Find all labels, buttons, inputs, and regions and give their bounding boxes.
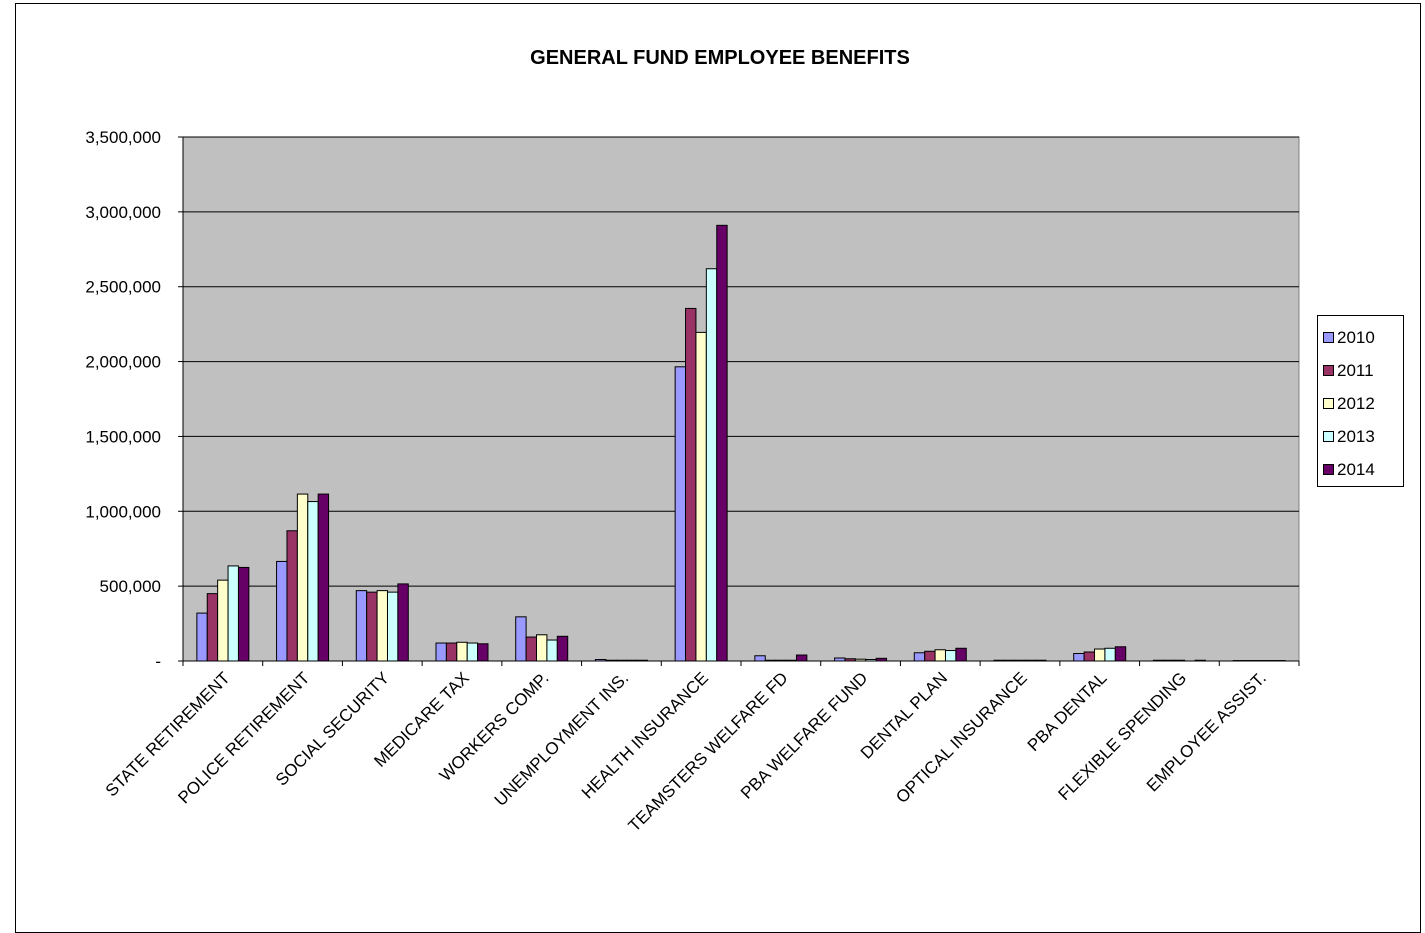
bar-2014 xyxy=(1115,647,1125,661)
bar-2010 xyxy=(755,656,765,661)
bar-2012 xyxy=(935,650,945,661)
y-tick-label: 3,000,000 xyxy=(85,203,161,222)
bar-2011 xyxy=(606,660,616,661)
bar-2012 xyxy=(616,660,626,661)
bar-2012 xyxy=(1174,660,1184,661)
y-tick-label: 2,000,000 xyxy=(85,353,161,372)
bar-2010 xyxy=(197,613,207,661)
bar-2013 xyxy=(866,660,876,661)
legend-item: 2011 xyxy=(1318,354,1403,387)
bar-2014 xyxy=(956,648,966,661)
bar-2013 xyxy=(1105,648,1115,661)
x-tick-label: TEAMSTERS WELFARE FD xyxy=(625,668,792,835)
x-tick-label: FLEXIBLE SPENDING xyxy=(1055,668,1191,804)
bar-2014 xyxy=(796,655,806,661)
bar-2014 xyxy=(717,225,727,661)
legend-swatch xyxy=(1323,398,1334,409)
bar-2011 xyxy=(925,651,935,661)
bar-2010 xyxy=(516,617,526,661)
bar-2012 xyxy=(297,494,307,661)
bar-2011 xyxy=(1084,652,1094,661)
legend: 2010 2011 2012 2013 2014 xyxy=(1317,315,1404,487)
legend-label: 2011 xyxy=(1337,361,1374,381)
bar-2012 xyxy=(696,332,706,661)
x-tick-label: UNEMPLOYMENT INS. xyxy=(491,668,632,809)
bar-2010 xyxy=(1153,660,1163,661)
bar-2010 xyxy=(277,561,287,661)
x-tick-label: POLICE RETIREMENT xyxy=(174,668,313,807)
legend-item: 2010 xyxy=(1318,321,1403,354)
legend-label: 2014 xyxy=(1337,460,1375,480)
bar-2011 xyxy=(845,659,855,661)
bar-2013 xyxy=(467,643,477,661)
bar-2013 xyxy=(945,651,955,661)
bar-2014 xyxy=(478,644,488,661)
x-tick-label: PBA DENTAL xyxy=(1024,668,1111,755)
bar-2010 xyxy=(835,658,845,661)
bar-2010 xyxy=(675,367,685,661)
y-tick-label: 2,500,000 xyxy=(85,278,161,297)
bar-2012 xyxy=(1015,660,1025,661)
bar-2010 xyxy=(436,643,446,661)
bar-2012 xyxy=(377,591,387,661)
bar-2012 xyxy=(537,635,547,661)
legend-item: 2012 xyxy=(1318,387,1403,420)
bar-2014 xyxy=(1195,660,1205,661)
plot-background xyxy=(183,137,1299,661)
legend-swatch xyxy=(1323,431,1334,442)
bar-2013 xyxy=(308,502,318,661)
y-tick-label: 1,000,000 xyxy=(85,502,161,521)
legend-swatch xyxy=(1323,365,1334,376)
legend-swatch xyxy=(1323,332,1334,343)
bar-2013 xyxy=(228,566,238,661)
bar-2013 xyxy=(547,640,557,661)
x-tick-label: OPTICAL INSURANCE xyxy=(892,668,1031,807)
bar-2011 xyxy=(287,531,297,661)
legend-label: 2012 xyxy=(1337,394,1375,414)
bar-2011 xyxy=(765,660,775,661)
y-tick-label: 500,000 xyxy=(100,577,161,596)
y-tick-label: - xyxy=(155,652,161,671)
bar-2010 xyxy=(595,660,605,661)
bar-2010 xyxy=(914,653,924,661)
bar-2014 xyxy=(557,636,567,661)
bar-2011 xyxy=(207,594,217,661)
bar-2010 xyxy=(994,660,1004,661)
bar-2014 xyxy=(1036,660,1046,661)
bar-2014 xyxy=(637,660,647,661)
bar-2011 xyxy=(367,592,377,661)
bar-2014 xyxy=(238,567,248,661)
bar-2011 xyxy=(446,643,456,661)
bar-2012 xyxy=(218,580,228,661)
bar-2010 xyxy=(1074,654,1084,661)
bar-2014 xyxy=(876,658,886,661)
bar-2012 xyxy=(457,642,467,661)
bar-2014 xyxy=(318,494,328,661)
legend-label: 2013 xyxy=(1337,427,1375,447)
bar-2012 xyxy=(855,659,865,661)
legend-item: 2013 xyxy=(1318,420,1403,453)
bar-2013 xyxy=(387,592,397,661)
legend-swatch xyxy=(1323,464,1334,475)
bar-2013 xyxy=(786,660,796,661)
bar-2011 xyxy=(686,308,696,661)
bar-2013 xyxy=(627,660,637,661)
bar-2011 xyxy=(526,637,536,661)
y-tick-label: 1,500,000 xyxy=(85,427,161,446)
legend-label: 2010 xyxy=(1337,328,1375,348)
bar-2013 xyxy=(1025,660,1035,661)
y-tick-label: 3,500,000 xyxy=(85,128,161,147)
bar-2011 xyxy=(1164,660,1174,661)
bar-2012 xyxy=(776,660,786,661)
legend-item: 2014 xyxy=(1318,453,1403,486)
bar-2010 xyxy=(356,591,366,661)
bar-2013 xyxy=(706,269,716,661)
bar-2014 xyxy=(398,584,408,661)
bar-2011 xyxy=(1004,660,1014,661)
bar-2012 xyxy=(1095,649,1105,661)
